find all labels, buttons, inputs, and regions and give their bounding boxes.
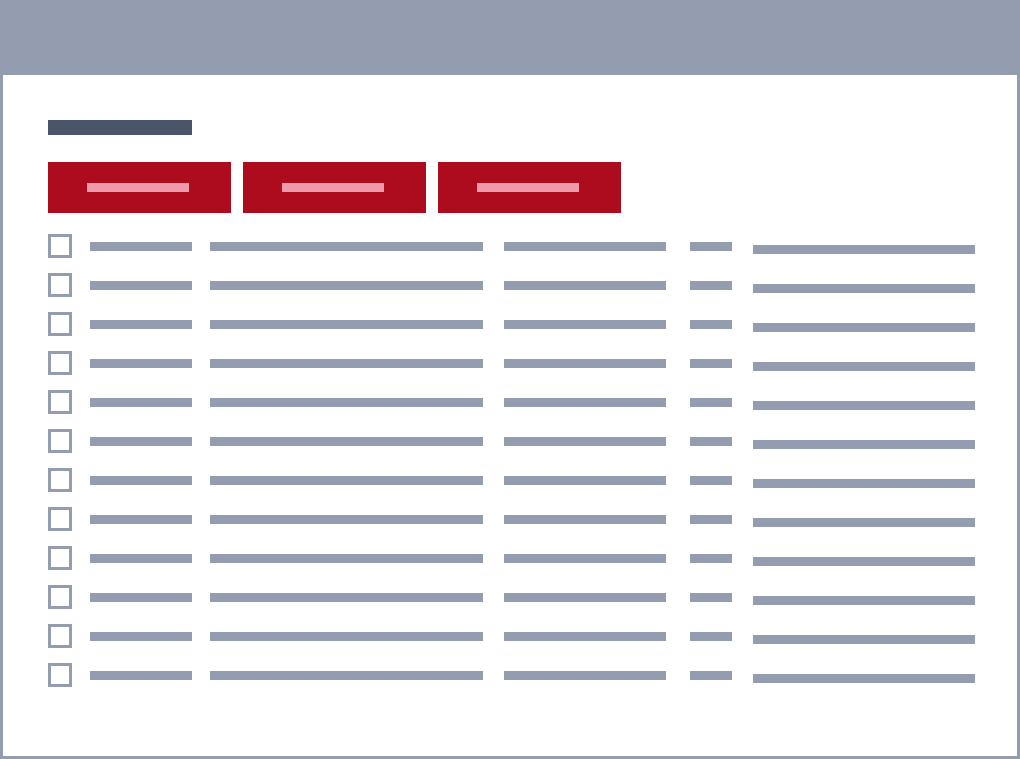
table-cell-5	[753, 245, 975, 254]
table-cell-1	[90, 671, 192, 680]
toolbar-button-3-label	[477, 183, 579, 192]
toolbar-button-2-label	[282, 183, 384, 192]
row-checkbox[interactable]	[48, 273, 72, 297]
table-cell-1	[90, 476, 192, 485]
toolbar-button-1[interactable]	[48, 162, 231, 213]
table-cell-1	[90, 359, 192, 368]
toolbar-button-1-label	[87, 183, 189, 192]
table-cell-3	[504, 242, 666, 251]
table-row[interactable]	[3, 507, 1017, 531]
table-cell-3	[504, 671, 666, 680]
table-cell-5	[753, 323, 975, 332]
table-cell-3	[504, 515, 666, 524]
table-cell-4	[690, 593, 732, 602]
row-checkbox[interactable]	[48, 585, 72, 609]
row-checkbox[interactable]	[48, 624, 72, 648]
table-cell-2	[210, 242, 483, 251]
table-cell-3	[504, 320, 666, 329]
table-cell-5	[753, 518, 975, 527]
table-cell-1	[90, 281, 192, 290]
table-cell-4	[690, 242, 732, 251]
table-cell-1	[90, 593, 192, 602]
table-cell-3	[504, 593, 666, 602]
table-cell-4	[690, 398, 732, 407]
table-cell-4	[690, 359, 732, 368]
table-row[interactable]	[3, 585, 1017, 609]
table-cell-2	[210, 515, 483, 524]
table-cell-1	[90, 320, 192, 329]
table-cell-2	[210, 320, 483, 329]
table-row[interactable]	[3, 351, 1017, 375]
table-row[interactable]	[3, 312, 1017, 336]
table-cell-5	[753, 401, 975, 410]
table-row[interactable]	[3, 663, 1017, 687]
table-cell-5	[753, 674, 975, 683]
table-cell-4	[690, 515, 732, 524]
table-row[interactable]	[3, 546, 1017, 570]
toolbar-button-2[interactable]	[243, 162, 426, 213]
row-checkbox[interactable]	[48, 312, 72, 336]
row-checkbox[interactable]	[48, 390, 72, 414]
table-cell-1	[90, 554, 192, 563]
table-cell-2	[210, 437, 483, 446]
table-cell-4	[690, 554, 732, 563]
table-cell-5	[753, 635, 975, 644]
table-cell-4	[690, 437, 732, 446]
title-bar	[3, 0, 1017, 75]
table-cell-5	[753, 557, 975, 566]
row-checkbox[interactable]	[48, 546, 72, 570]
table-cell-3	[504, 281, 666, 290]
table-cell-3	[504, 398, 666, 407]
table-row[interactable]	[3, 468, 1017, 492]
table-row[interactable]	[3, 273, 1017, 297]
table-row[interactable]	[3, 234, 1017, 258]
table-cell-3	[504, 476, 666, 485]
page-title	[48, 120, 192, 135]
table-cell-2	[210, 671, 483, 680]
table-cell-4	[690, 671, 732, 680]
table-cell-4	[690, 281, 732, 290]
table-cell-1	[90, 398, 192, 407]
table-cell-5	[753, 284, 975, 293]
table-cell-2	[210, 476, 483, 485]
table-row[interactable]	[3, 429, 1017, 453]
table-cell-1	[90, 515, 192, 524]
table-cell-4	[690, 632, 732, 641]
table-cell-1	[90, 632, 192, 641]
row-checkbox[interactable]	[48, 663, 72, 687]
table-cell-2	[210, 632, 483, 641]
table-cell-3	[504, 437, 666, 446]
table-row[interactable]	[3, 624, 1017, 648]
table-row[interactable]	[3, 390, 1017, 414]
table-cell-3	[504, 632, 666, 641]
table-cell-1	[90, 242, 192, 251]
table-cell-3	[504, 359, 666, 368]
table-cell-5	[753, 596, 975, 605]
row-checkbox[interactable]	[48, 468, 72, 492]
table-cell-2	[210, 398, 483, 407]
table-cell-4	[690, 320, 732, 329]
table-cell-4	[690, 476, 732, 485]
row-checkbox[interactable]	[48, 234, 72, 258]
table-cell-2	[210, 281, 483, 290]
table-cell-5	[753, 479, 975, 488]
table-cell-1	[90, 437, 192, 446]
table-cell-2	[210, 554, 483, 563]
table-cell-5	[753, 362, 975, 371]
row-checkbox[interactable]	[48, 351, 72, 375]
table-cell-2	[210, 359, 483, 368]
row-checkbox[interactable]	[48, 507, 72, 531]
table-cell-5	[753, 440, 975, 449]
table-cell-3	[504, 554, 666, 563]
row-checkbox[interactable]	[48, 429, 72, 453]
table-cell-2	[210, 593, 483, 602]
toolbar-button-3[interactable]	[438, 162, 621, 213]
